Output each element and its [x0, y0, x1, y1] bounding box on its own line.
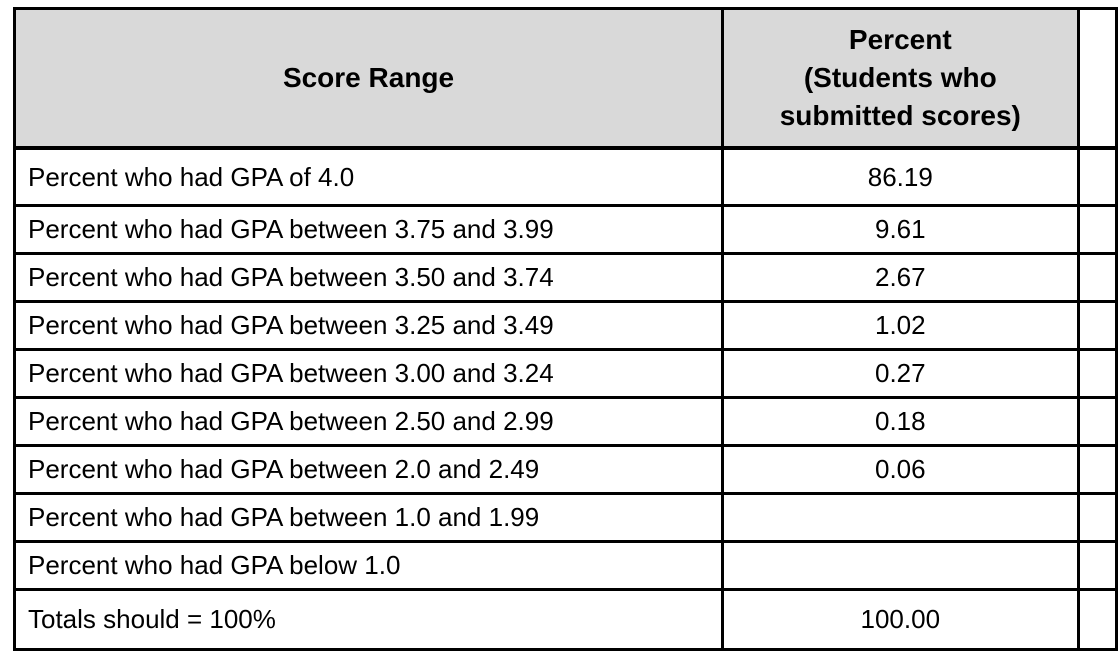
score-range-cell: Percent who had GPA between 2.0 and 2.49	[12, 444, 725, 495]
percent-value-cell: 0.06	[721, 444, 1080, 495]
cropped-cell	[1076, 252, 1118, 303]
table-row: Percent who had GPA between 3.75 and 3.9…	[12, 204, 1118, 255]
percent-value-cell: 86.19	[721, 146, 1080, 207]
table-row: Percent who had GPA between 3.50 and 3.7…	[12, 252, 1118, 303]
table-row: Percent who had GPA of 4.0 86.19	[12, 146, 1118, 207]
cropped-cell	[1076, 146, 1118, 207]
score-range-cell: Percent who had GPA below 1.0	[12, 540, 725, 591]
cropped-cell	[1076, 540, 1118, 591]
percent-value-cell	[721, 492, 1080, 543]
cropped-cell	[1076, 348, 1118, 399]
percent-value-cell: 0.27	[721, 348, 1080, 399]
percent-value-cell: 100.00	[721, 588, 1080, 651]
cropped-column-header	[1076, 7, 1118, 150]
header-row: Score Range Percent (Students who submit…	[12, 7, 1118, 150]
cropped-cell	[1076, 492, 1118, 543]
table-row: Percent who had GPA between 3.00 and 3.2…	[12, 348, 1118, 399]
table-row: Totals should = 100% 100.00	[12, 588, 1118, 651]
score-range-cell: Percent who had GPA of 4.0	[12, 146, 725, 207]
percent-value-cell: 0.18	[721, 396, 1080, 447]
cropped-cell	[1076, 300, 1118, 351]
table-row: Percent who had GPA between 2.50 and 2.9…	[12, 396, 1118, 447]
score-range-cell: Percent who had GPA between 3.25 and 3.4…	[12, 300, 725, 351]
score-range-cell: Percent who had GPA between 2.50 and 2.9…	[12, 396, 725, 447]
score-range-cell: Totals should = 100%	[12, 588, 725, 651]
table-body: Percent who had GPA of 4.0 86.19 Percent w…	[12, 146, 1118, 651]
column-header-percent: Percent (Students who submitted scores)	[721, 7, 1080, 150]
percent-value-cell: 9.61	[721, 204, 1080, 255]
table-row: Percent who had GPA between 3.25 and 3.4…	[12, 300, 1118, 351]
table-row: Percent who had GPA between 2.0 and 2.49…	[12, 444, 1118, 495]
percent-value-cell	[721, 540, 1080, 591]
score-range-cell: Percent who had GPA between 3.00 and 3.2…	[12, 348, 725, 399]
table-row: Percent who had GPA below 1.0	[12, 540, 1118, 591]
cropped-cell	[1076, 588, 1118, 651]
percent-value-cell: 2.67	[721, 252, 1080, 303]
table-row: Percent who had GPA between 1.0 and 1.99	[12, 492, 1118, 543]
cropped-cell	[1076, 204, 1118, 255]
score-range-cell: Percent who had GPA between 3.75 and 3.9…	[12, 204, 725, 255]
score-range-cell: Percent who had GPA between 1.0 and 1.99	[12, 492, 725, 543]
percent-value-cell: 1.02	[721, 300, 1080, 351]
cropped-cell	[1076, 444, 1118, 495]
cropped-cell	[1076, 396, 1118, 447]
gpa-distribution-table: Score Range Percent (Students who submit…	[12, 7, 1118, 651]
score-range-cell: Percent who had GPA between 3.50 and 3.7…	[12, 252, 725, 303]
column-header-score-range: Score Range	[12, 7, 725, 150]
